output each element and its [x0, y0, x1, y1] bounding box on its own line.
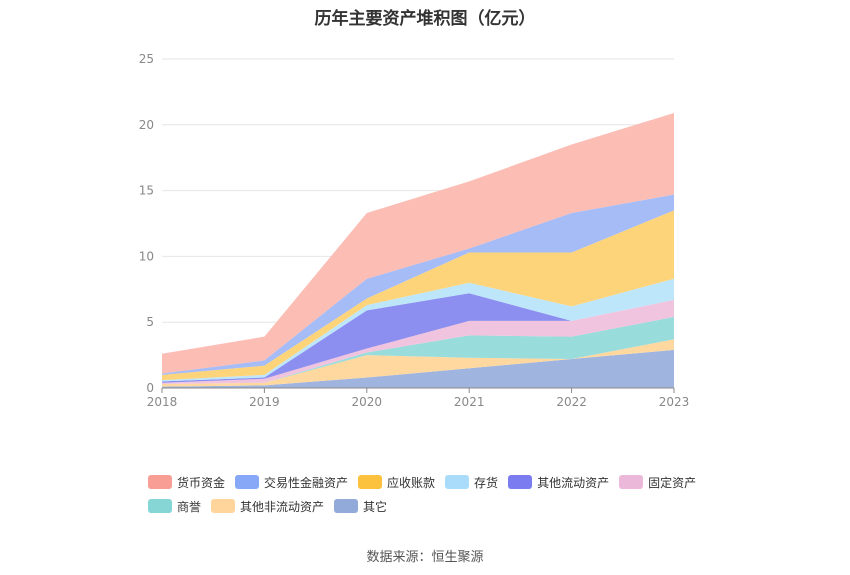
legend-label: 应收账款 — [387, 475, 436, 490]
legend-swatch — [148, 475, 172, 489]
legend-label: 固定资产 — [648, 475, 697, 490]
x-tick-label: 2020 — [352, 395, 383, 409]
y-tick-label: 20 — [139, 118, 154, 132]
x-tick-label: 2019 — [249, 395, 280, 409]
stacked-area-chart: 0 5 10 15 20 25 2018 2019 2020 2021 2022 2023 — [139, 52, 690, 409]
legend-row-2: 商誉 其他非流动资产 其它 — [148, 494, 748, 518]
legend-swatch — [334, 499, 359, 513]
x-tick-label: 2022 — [556, 395, 587, 409]
area-series-0[interactable] — [162, 349, 674, 388]
legend-label: 其他流动资产 — [537, 475, 610, 490]
legend-item-yingshou[interactable]: 应收账款 — [358, 474, 435, 491]
area-series-5[interactable] — [162, 278, 674, 382]
legend-item-shangyu[interactable]: 商誉 — [148, 498, 201, 515]
legend-item-qitafeiliudong[interactable]: 其他非流动资产 — [211, 498, 324, 515]
legend-item-huobi[interactable]: 货币资金 — [148, 474, 225, 491]
x-tick-label: 2021 — [454, 395, 485, 409]
legend-item-qitaliudong[interactable]: 其他流动资产 — [508, 474, 609, 491]
legend-swatch — [445, 475, 470, 489]
area-series-2[interactable] — [162, 316, 674, 385]
area-series-4[interactable] — [162, 293, 674, 383]
legend-swatch — [619, 475, 644, 489]
legend-label: 商誉 — [177, 499, 202, 514]
data-source: 数据来源：恒生聚源 — [366, 550, 484, 565]
area-series-1[interactable] — [162, 339, 674, 387]
legend-swatch — [508, 475, 533, 489]
legend-label: 其它 — [363, 499, 388, 514]
legend-item-cunhuo[interactable]: 存货 — [445, 474, 498, 491]
legend: 货币资金 交易性金融资产 应收账款 存货 其他流动资产 固定资产 商誉 其他非流… — [148, 470, 748, 518]
y-tick-label: 5 — [146, 315, 154, 329]
y-tick-label: 10 — [139, 249, 154, 263]
y-tick-label: 15 — [139, 184, 154, 198]
legend-swatch — [358, 475, 383, 489]
legend-swatch — [235, 475, 260, 489]
legend-swatch — [148, 499, 172, 513]
area-series-6[interactable] — [162, 210, 674, 381]
legend-label: 交易性金融资产 — [264, 475, 349, 490]
chart-title: 历年主要资产堆积图（亿元） — [314, 9, 536, 29]
legend-label: 其他非流动资产 — [240, 499, 325, 514]
legend-swatch — [211, 499, 236, 513]
legend-label: 货币资金 — [177, 475, 226, 490]
area-series-8[interactable] — [162, 112, 674, 374]
x-tick-label: 2018 — [147, 395, 178, 409]
legend-item-jiaoyixing[interactable]: 交易性金融资产 — [235, 474, 348, 491]
legend-row-1: 货币资金 交易性金融资产 应收账款 存货 其他流动资产 固定资产 — [148, 470, 748, 494]
y-tick-label: 0 — [146, 381, 154, 395]
legend-item-qita[interactable]: 其它 — [334, 498, 387, 515]
area-series-7[interactable] — [162, 194, 674, 375]
legend-item-guding[interactable]: 固定资产 — [619, 474, 696, 491]
x-tick-label: 2023 — [659, 395, 690, 409]
y-tick-label: 25 — [139, 52, 154, 66]
legend-label: 存货 — [474, 475, 499, 490]
